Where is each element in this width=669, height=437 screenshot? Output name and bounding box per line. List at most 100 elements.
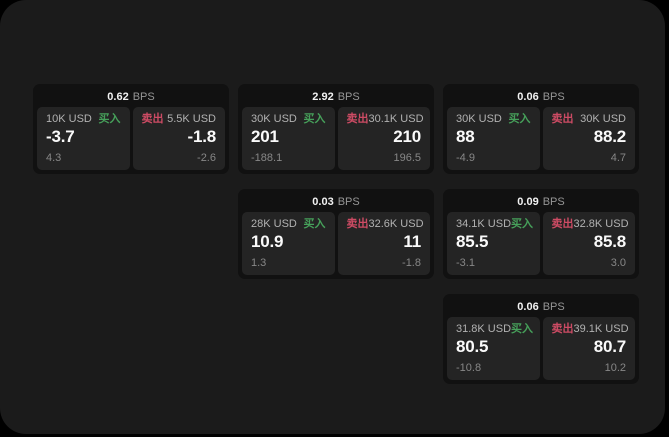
buy-side-label: 买入 [511,218,534,230]
quote-card: 0.03 BPS 28K USD 买入 10.9 1.3 卖出 32.6K US… [238,189,434,279]
quote-panels: 31.8K USD 买入 80.5 -10.8 卖出 39.1K USD 80.… [447,317,635,380]
buy-price: 88 [456,127,475,146]
sell-size: 5.5K USD [167,113,216,125]
quote-card: 0.06 BPS 31.8K USD 买入 80.5 -10.8 卖出 39.1… [443,294,639,384]
spread-header: 0.09 BPS [447,193,635,212]
sell-side-label: 卖出 [346,113,369,125]
buy-size: 28K USD [251,218,297,230]
spread-unit-label: BPS [542,90,565,103]
buy-delta: -3.1 [456,257,475,269]
buy-panel[interactable]: 31.8K USD 买入 80.5 -10.8 [447,317,540,380]
spread-unit-label: BPS [542,300,565,313]
sell-price: 11 [403,232,421,251]
quote-panels: 30K USD 买入 88 -4.9 卖出 30K USD 88.2 4.7 [447,107,635,170]
sell-delta: 3.0 [610,257,626,269]
spread-unit-label: BPS [337,90,360,103]
sell-size: 32.6K USD [368,218,424,230]
spread-value: 0.62 [107,90,129,103]
spread-header: 0.06 BPS [447,88,635,107]
sell-panel-top: 卖出 32.6K USD [346,218,424,230]
sell-panel[interactable]: 卖出 32.6K USD 11 -1.8 [337,212,430,275]
spread-header: 0.06 BPS [447,298,635,317]
buy-price: 85.5 [456,232,489,251]
sell-price: 85.8 [593,232,626,251]
sell-delta: 4.7 [610,152,626,164]
sell-panel[interactable]: 卖出 5.5K USD -1.8 -2.6 [132,107,225,170]
sell-panel-top: 卖出 32.8K USD [551,218,629,230]
spread-value: 0.03 [312,195,334,208]
buy-panel[interactable]: 34.1K USD 买入 85.5 -3.1 [447,212,540,275]
buy-panel-top: 30K USD 买入 [251,114,326,125]
sell-size: 32.8K USD [573,218,629,230]
quote-card: 0.62 BPS 10K USD 买入 -3.7 4.3 卖出 5.5K USD… [33,84,229,174]
sell-delta: -1.8 [402,257,421,269]
buy-side-label: 买入 [303,113,326,125]
buy-panel[interactable]: 30K USD 买入 88 -4.9 [447,107,540,170]
buy-panel-top: 28K USD 买入 [251,219,326,230]
buy-panel-top: 10K USD 买入 [46,114,121,125]
sell-panel[interactable]: 卖出 30K USD 88.2 4.7 [542,107,635,170]
spread-unit-label: BPS [132,90,155,103]
sell-side-label: 卖出 [551,323,574,335]
sell-panel-top: 卖出 30.1K USD [346,113,424,125]
buy-side-label: 买入 [511,323,534,335]
quote-card: 0.06 BPS 30K USD 买入 88 -4.9 卖出 30K USD 8… [443,84,639,174]
buy-delta: 1.3 [251,257,267,269]
spread-unit-label: BPS [542,195,565,208]
sell-size: 30K USD [580,113,626,125]
quotes-grid: 0.62 BPS 10K USD 买入 -3.7 4.3 卖出 5.5K USD… [33,84,639,384]
buy-side-label: 买入 [303,218,326,230]
sell-side-label: 卖出 [551,113,574,125]
buy-size: 31.8K USD [456,323,512,335]
buy-panel[interactable]: 10K USD 买入 -3.7 4.3 [37,107,130,170]
quote-card: 2.92 BPS 30K USD 买入 201 -188.1 卖出 30.1K … [238,84,434,174]
buy-side-label: 买入 [98,113,121,125]
buy-delta: -4.9 [456,152,475,164]
buy-size: 30K USD [251,113,297,125]
buy-size: 34.1K USD [456,218,512,230]
sell-delta: -2.6 [197,152,216,164]
spread-header: 2.92 BPS [242,88,430,107]
sell-side-label: 卖出 [346,218,369,230]
buy-panel-top: 30K USD 买入 [456,114,531,125]
buy-delta: -188.1 [251,152,283,164]
buy-side-label: 买入 [508,113,531,125]
buy-delta: 4.3 [46,152,62,164]
sell-panel[interactable]: 卖出 32.8K USD 85.8 3.0 [542,212,635,275]
buy-price: -3.7 [46,127,75,146]
buy-panel-top: 31.8K USD 买入 [456,323,534,335]
sell-size: 39.1K USD [573,323,629,335]
buy-panel[interactable]: 28K USD 买入 10.9 1.3 [242,212,335,275]
buy-size: 10K USD [46,113,92,125]
sell-panel[interactable]: 卖出 39.1K USD 80.7 10.2 [542,317,635,380]
quote-panels: 10K USD 买入 -3.7 4.3 卖出 5.5K USD -1.8 -2.… [37,107,225,170]
spread-value: 0.06 [517,300,539,313]
buy-delta: -10.8 [456,362,482,374]
quote-panels: 28K USD 买入 10.9 1.3 卖出 32.6K USD 11 -1.8 [242,212,430,275]
sell-price: 88.2 [593,127,626,146]
spread-header: 0.62 BPS [37,88,225,107]
sell-side-label: 卖出 [551,218,574,230]
spread-value: 2.92 [312,90,334,103]
spread-value: 0.06 [517,90,539,103]
spread-unit-label: BPS [337,195,360,208]
sell-panel-top: 卖出 30K USD [552,114,627,125]
sell-side-label: 卖出 [141,113,164,125]
spread-value: 0.09 [517,195,539,208]
sell-delta: 196.5 [393,152,421,164]
sell-price: -1.8 [187,127,217,146]
spread-header: 0.03 BPS [242,193,430,212]
sell-price: 210 [393,127,421,146]
buy-panel-top: 34.1K USD 买入 [456,218,534,230]
sell-panel[interactable]: 卖出 30.1K USD 210 196.5 [337,107,430,170]
buy-price: 201 [251,127,279,146]
buy-price: 10.9 [251,232,284,251]
quote-panels: 30K USD 买入 201 -188.1 卖出 30.1K USD 210 1… [242,107,430,170]
buy-size: 30K USD [456,113,502,125]
sell-panel-top: 卖出 5.5K USD [142,114,217,125]
buy-panel[interactable]: 30K USD 买入 201 -188.1 [242,107,335,170]
sell-delta: 10.2 [604,362,626,374]
quote-panels: 34.1K USD 买入 85.5 -3.1 卖出 32.8K USD 85.8… [447,212,635,275]
